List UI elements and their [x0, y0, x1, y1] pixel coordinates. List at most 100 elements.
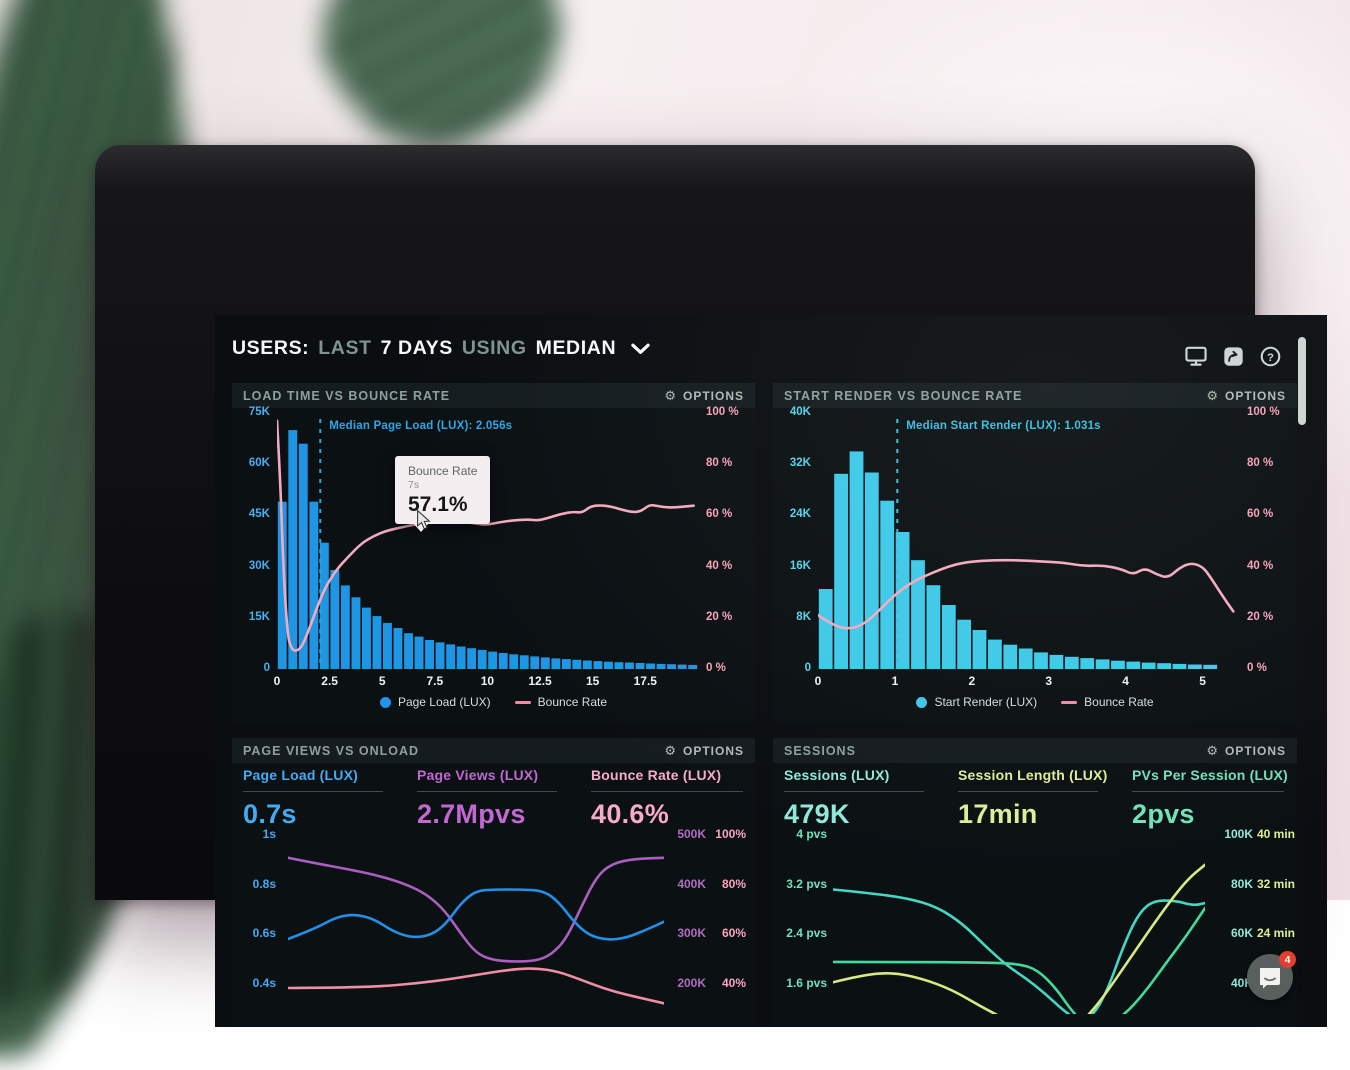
y-axis-label: 0: [805, 662, 811, 674]
y-axis-label: 24K: [790, 508, 811, 520]
x-axis-label: 1: [892, 674, 899, 688]
histogram-bar: [551, 658, 560, 669]
histogram-bar: [604, 662, 613, 669]
y-axis-label: 80K: [1231, 877, 1253, 891]
legend-line-marker: [515, 701, 531, 704]
x-axis-label: 15: [586, 674, 599, 688]
y-axis-label: 3.2 pvs: [786, 877, 827, 891]
x-axis-label: 7.5: [426, 674, 443, 688]
date-range-dropdown[interactable]: USERS: LAST 7 DAYS USING MEDIAN: [232, 337, 650, 360]
page-views-onload-chart[interactable]: [288, 828, 664, 1014]
histogram-bar: [646, 664, 655, 670]
scrollbar[interactable]: [1298, 337, 1306, 425]
toolbar: ?: [1185, 345, 1281, 367]
chart-legend: Page Load (LUX) Bounce Rate: [232, 695, 755, 709]
gear-icon: ⚙: [1206, 389, 1219, 402]
series-line: [833, 908, 1205, 1014]
y-axis-label: 40 %: [1247, 560, 1273, 572]
legend-dot-marker: [380, 697, 391, 708]
histogram-bar: [942, 605, 956, 669]
x-axis-label: 0: [815, 674, 822, 688]
histogram-bar: [1065, 657, 1079, 669]
histogram-bar: [957, 620, 971, 669]
tooltip-series-name: Bounce Rate: [408, 464, 477, 478]
header-last-label: LAST: [318, 337, 371, 360]
histogram-bar: [973, 630, 987, 669]
chat-widget-button[interactable]: 4: [1247, 954, 1293, 1000]
y-axis-label: 75K: [249, 406, 270, 418]
y-axis-label: 8K: [796, 611, 811, 623]
histogram-bar: [1080, 658, 1094, 669]
metric-value: 17min: [958, 799, 1132, 830]
start-render-chart[interactable]: [818, 413, 1241, 669]
y-axis-label: 1s: [263, 827, 276, 841]
histogram-bar: [446, 644, 455, 669]
y-axis-label: 20 %: [1247, 611, 1273, 623]
y-axis-label: 60 %: [1247, 508, 1273, 520]
y-axis-label: 100K: [1224, 827, 1253, 841]
histogram-bar: [1034, 652, 1048, 669]
metric-divider: [958, 791, 1098, 792]
y-axis-label: 15K: [249, 611, 270, 623]
x-axis-label: 17.5: [634, 674, 657, 688]
load-time-chart[interactable]: [277, 413, 700, 669]
y-axis-label: 100%: [715, 827, 746, 841]
x-axis-label: 0: [274, 674, 281, 688]
legend-item[interactable]: Bounce Rate: [1061, 695, 1153, 709]
median-annotation: Median Start Render (LUX): 1.031s: [906, 420, 1100, 432]
y-axis-label: 400K: [677, 877, 706, 891]
y-axis-right: 100 %80 %60 %40 %20 %0 %: [706, 383, 754, 723]
display-icon[interactable]: [1185, 345, 1207, 367]
x-axis-label: 10: [481, 674, 494, 688]
mouse-cursor-icon: [416, 510, 431, 530]
chat-bubble-icon: [1258, 966, 1282, 989]
y-axis-label: 40K: [790, 406, 811, 418]
metric-label: Page Views (LUX): [417, 767, 591, 783]
histogram-bar: [425, 640, 434, 669]
histogram-bar: [688, 665, 697, 669]
histogram-bar: [1003, 645, 1017, 669]
y-axis-label: 200K: [677, 976, 706, 990]
legend-item[interactable]: Bounce Rate: [515, 695, 607, 709]
y-axis-label: 45K: [249, 508, 270, 520]
histogram-bar: [530, 656, 539, 669]
chart-legend: Start Render (LUX) Bounce Rate: [773, 695, 1297, 709]
histogram-bar: [1173, 664, 1187, 669]
legend-dot-marker: [916, 697, 927, 708]
sessions-chart[interactable]: [833, 828, 1205, 1014]
legend-item[interactable]: Start Render (LUX): [916, 695, 1037, 709]
histogram-bar: [457, 647, 466, 670]
y-axis-label: 40%: [722, 976, 746, 990]
metric-divider: [417, 791, 557, 792]
histogram-bar: [520, 655, 529, 669]
histogram-bar: [499, 653, 508, 669]
bounce-rate-line: [818, 560, 1233, 628]
histogram-bar: [1188, 665, 1202, 670]
header-using-label: USING: [462, 337, 527, 360]
share-icon[interactable]: [1222, 345, 1244, 367]
histogram-bar: [850, 451, 864, 669]
histogram-bar: [1142, 663, 1156, 669]
y-axis-label: 100 %: [1247, 406, 1280, 418]
histogram-bar: [394, 628, 403, 669]
help-icon[interactable]: ?: [1259, 345, 1281, 367]
y-axis-label: 0.6s: [253, 926, 276, 940]
x-axis-label: 5: [1199, 674, 1206, 688]
metric-page-views: Page Views (LUX) 2.7Mpvs: [417, 767, 591, 830]
panel-header: LOAD TIME VS BOUNCE RATE ⚙ OPTIONS: [232, 383, 755, 408]
histogram-bar: [834, 474, 848, 669]
legend-label: Page Load (LUX): [398, 695, 491, 709]
histogram-bar: [341, 585, 350, 669]
histogram-bar: [352, 597, 361, 669]
legend-label: Start Render (LUX): [934, 695, 1037, 709]
legend-item[interactable]: Page Load (LUX): [380, 695, 491, 709]
dashboard-screen: USERS: LAST 7 DAYS USING MEDIAN ? LOA: [215, 315, 1327, 1027]
y-axis-label: 60K: [1231, 926, 1253, 940]
histogram-bar: [594, 661, 603, 669]
y-axis-label: 16K: [790, 560, 811, 572]
y-axis-label: 32 min: [1257, 877, 1295, 891]
